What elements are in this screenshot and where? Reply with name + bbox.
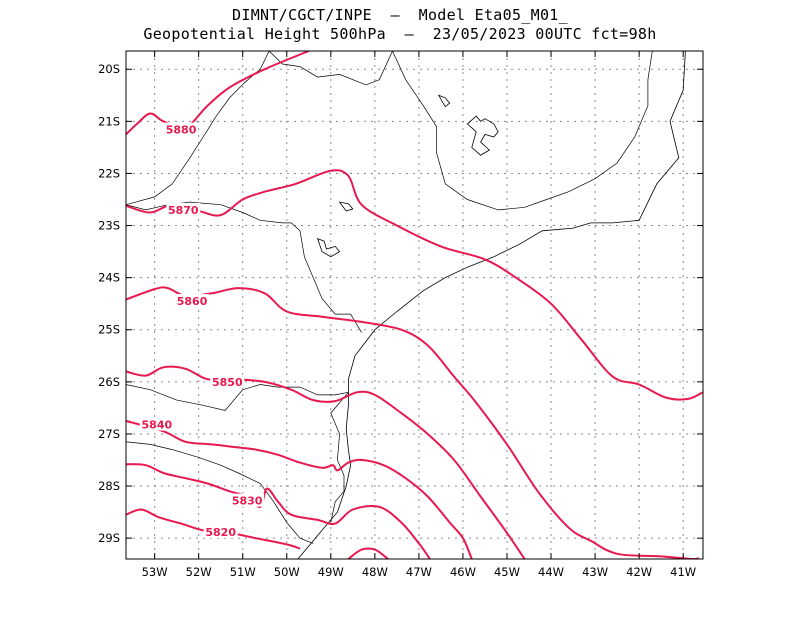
contour-5820 [126, 508, 301, 550]
x-tick-label: 51W [230, 565, 256, 579]
y-tick-label: 24S [98, 271, 120, 285]
contour-label-5820: 5820 [205, 526, 236, 539]
y-tick-label: 21S [98, 114, 120, 128]
x-tick-label: 52W [186, 565, 212, 579]
political-boundaries [126, 51, 686, 559]
reservoir-outline [437, 94, 451, 108]
state-border [126, 441, 314, 544]
x-tick-label: 46W [450, 565, 476, 579]
x-tick-label: 45W [494, 565, 520, 579]
contour-5810 [347, 547, 389, 559]
coastline [297, 51, 686, 559]
reservoir-outline [316, 237, 341, 258]
x-tick-label: 42W [626, 565, 652, 579]
grid-lines [126, 51, 703, 559]
contour-5850 [126, 365, 526, 559]
x-tick-label: 53W [142, 565, 168, 579]
contour-label-5880: 5880 [166, 124, 197, 137]
x-tick-label: 47W [406, 565, 432, 579]
plot-frame [125, 50, 704, 560]
y-tick-label: 28S [98, 479, 120, 493]
y-tick-label: 26S [98, 375, 120, 389]
contour-5860 [126, 286, 699, 559]
contour-label-bg [230, 493, 265, 507]
x-tick-label: 49W [318, 565, 344, 579]
contour-label-5850: 5850 [212, 376, 243, 389]
reservoir-outline [466, 115, 499, 156]
contour-label-bg [210, 374, 245, 388]
contour-label-bg [164, 122, 199, 136]
y-tick-label: 25S [98, 323, 120, 337]
map-title-line1: DIMNT/CGCT/INPE – Model Eta05_M01_ [232, 6, 568, 24]
contour-labels: 5880 5870 5860 5850 5840 5830 5820 [139, 122, 265, 539]
axis-ticks: 53W 52W 51W 50W 49W 48W 47W 46W 45W 44W 43W 42W 41W 2… [98, 51, 703, 579]
contour-label-bg [203, 524, 238, 538]
contour-label-5840: 5840 [142, 419, 173, 432]
state-border [126, 201, 362, 333]
contour-5840 [126, 419, 473, 559]
contour-label-bg [166, 202, 201, 216]
x-tick-label: 44W [538, 565, 564, 579]
map-title-line2: Geopotential Height 500hPa – 23/05/2023 … [143, 25, 657, 43]
x-tick-label: 41W [670, 565, 696, 579]
y-tick-label: 27S [98, 427, 120, 441]
y-tick-label: 23S [98, 219, 120, 233]
state-border [330, 392, 349, 523]
contour-label-5830: 5830 [232, 495, 263, 508]
contour-label-5870: 5870 [168, 204, 199, 217]
x-tick-label: 43W [582, 565, 608, 579]
state-border [268, 51, 393, 86]
contour-label-bg [175, 294, 210, 308]
contour-5870 [126, 169, 703, 401]
height-contours [126, 51, 703, 559]
contour-5880 [126, 51, 310, 136]
state-border [126, 384, 349, 411]
reservoir-outline [338, 201, 354, 212]
y-tick-label: 29S [98, 531, 120, 545]
contour-label-5860: 5860 [177, 295, 208, 308]
y-tick-label: 22S [98, 166, 120, 180]
y-tick-label: 20S [98, 62, 120, 76]
contour-5830 [126, 463, 431, 559]
x-tick-label: 50W [274, 565, 300, 579]
state-border [392, 51, 653, 211]
contour-label-bg [139, 417, 174, 431]
x-tick-label: 48W [362, 565, 388, 579]
